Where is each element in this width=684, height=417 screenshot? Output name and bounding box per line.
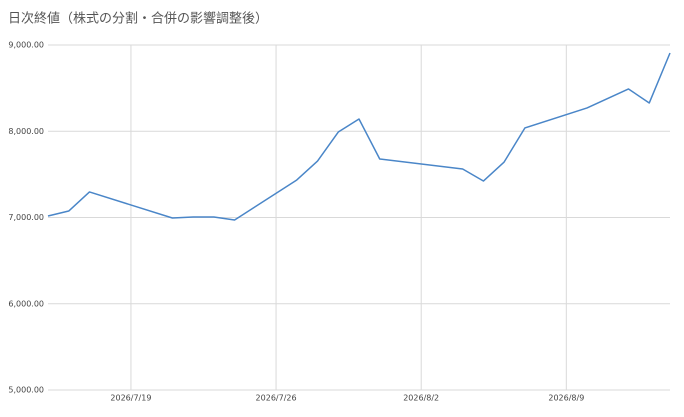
chart-title: 日次終値（株式の分割・合併の影響調整後） bbox=[8, 11, 268, 27]
y-tick-label: 7,000.00 bbox=[8, 213, 44, 222]
y-tick-label: 8,000.00 bbox=[8, 127, 44, 136]
x-tick-label: 2026/7/26 bbox=[256, 394, 297, 403]
data-line bbox=[47, 52, 671, 221]
y-tick-label: 9,000.00 bbox=[8, 41, 44, 50]
x-tick-label: 2026/8/9 bbox=[548, 394, 584, 403]
x-tick-label: 2026/7/19 bbox=[110, 394, 151, 403]
y-tick-label: 6,000.00 bbox=[8, 299, 44, 308]
y-tick-label: 5,000.00 bbox=[8, 386, 44, 395]
x-tick-label: 2026/8/2 bbox=[403, 394, 439, 403]
